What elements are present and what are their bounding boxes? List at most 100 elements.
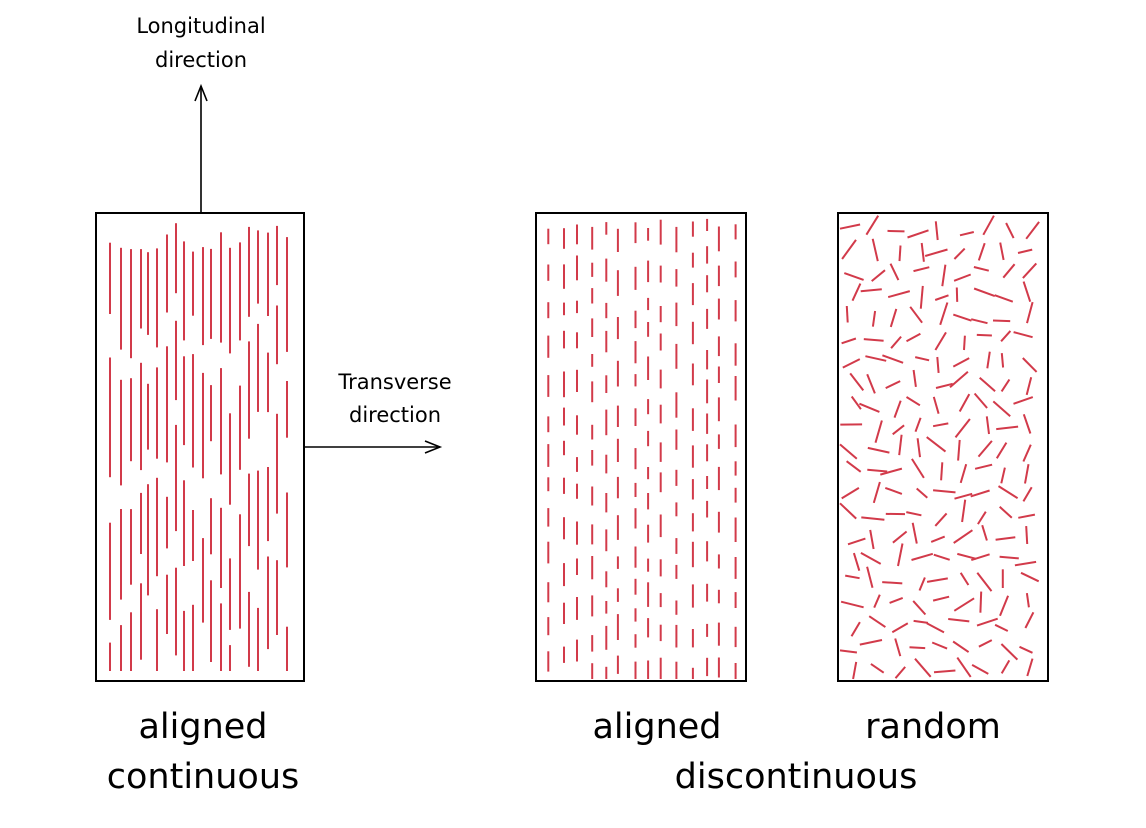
caption-random: random [865, 707, 1001, 747]
fiber [1018, 513, 1036, 519]
fiber [872, 481, 881, 504]
fiber [1022, 413, 1032, 434]
fiber [1026, 658, 1034, 677]
fiber [1000, 659, 1011, 674]
fiber [847, 537, 866, 546]
fiber [926, 436, 947, 453]
fiber [979, 376, 996, 392]
fiber [905, 396, 921, 407]
fiber [976, 617, 999, 627]
fiber [852, 661, 858, 680]
fiber [880, 467, 903, 476]
fiber [1020, 571, 1040, 583]
fiber [1024, 464, 1030, 484]
fiber [871, 310, 877, 327]
fiber [912, 600, 927, 616]
fiber [897, 543, 904, 567]
caption-aligned-1: aligned [138, 707, 267, 747]
fiber [957, 552, 977, 560]
fiber [839, 502, 857, 520]
fiber [926, 622, 945, 634]
fiber [961, 499, 967, 523]
fiber [1022, 281, 1032, 303]
fiber [1000, 467, 1006, 484]
fiber [919, 285, 924, 309]
fiber [952, 313, 972, 322]
fiber [999, 506, 1013, 519]
fiber [954, 418, 971, 439]
longitudinal-arrow [194, 83, 208, 214]
fiber [841, 487, 860, 500]
fiber [916, 438, 921, 458]
fiber [890, 335, 902, 349]
fiber [957, 439, 961, 461]
fiber [845, 574, 860, 580]
fiber [997, 485, 1019, 500]
fiber [914, 417, 922, 433]
fiber [911, 522, 918, 544]
fiber [914, 658, 932, 678]
fiber [1024, 611, 1035, 629]
fiber [981, 524, 988, 541]
fiber [867, 446, 890, 454]
fiber [952, 357, 970, 368]
fiber [873, 594, 881, 608]
fiber [845, 305, 849, 323]
fiber [971, 664, 989, 675]
panel-frame [95, 212, 305, 682]
fiber [898, 434, 903, 456]
fiber [1000, 330, 1012, 342]
fiber [932, 595, 950, 602]
fiber [906, 332, 921, 343]
fiber [976, 572, 993, 592]
fiber [913, 266, 930, 273]
fiber [934, 294, 949, 301]
fiber [907, 229, 929, 239]
fiber [932, 396, 940, 414]
fiber [963, 335, 966, 351]
fiber [839, 443, 858, 460]
fiber [867, 468, 888, 473]
fiber [909, 646, 926, 650]
fiber [852, 552, 861, 571]
fiber [920, 242, 925, 262]
fiber [843, 272, 864, 281]
fiber [906, 511, 922, 517]
fiber [1022, 486, 1033, 502]
fiber [999, 242, 1005, 261]
fiber [845, 460, 862, 473]
fiber [851, 283, 862, 302]
fiber [842, 358, 861, 369]
fiber [956, 657, 972, 678]
fiber [934, 512, 948, 527]
fiber [995, 442, 1008, 459]
fiber [859, 639, 883, 646]
fiber [996, 425, 1019, 431]
transverse-arrow [305, 440, 443, 454]
fiber [891, 622, 909, 634]
transverse-label-line2: direction [349, 403, 441, 427]
fiber [1025, 592, 1030, 608]
fiber [914, 356, 930, 362]
fiber [866, 566, 874, 588]
fiber [999, 595, 1010, 617]
fiber [1022, 262, 1038, 279]
fiber [959, 572, 970, 586]
fiber [926, 577, 948, 583]
fiber [994, 294, 1014, 303]
fiber [882, 354, 904, 364]
fiber [865, 355, 887, 362]
fiber [1000, 353, 1005, 368]
fiber [1022, 444, 1032, 462]
fiber [933, 489, 956, 494]
fiber [1019, 645, 1033, 654]
fiber [887, 290, 911, 299]
fiber [995, 536, 1016, 541]
fiber [859, 402, 880, 413]
fiber-group-aligned-discontinuous [547, 218, 737, 679]
fiber [935, 382, 953, 389]
fiber [953, 273, 972, 282]
fiber [894, 666, 906, 679]
panel-random-discontinuous [837, 212, 1049, 682]
fiber [871, 269, 886, 282]
